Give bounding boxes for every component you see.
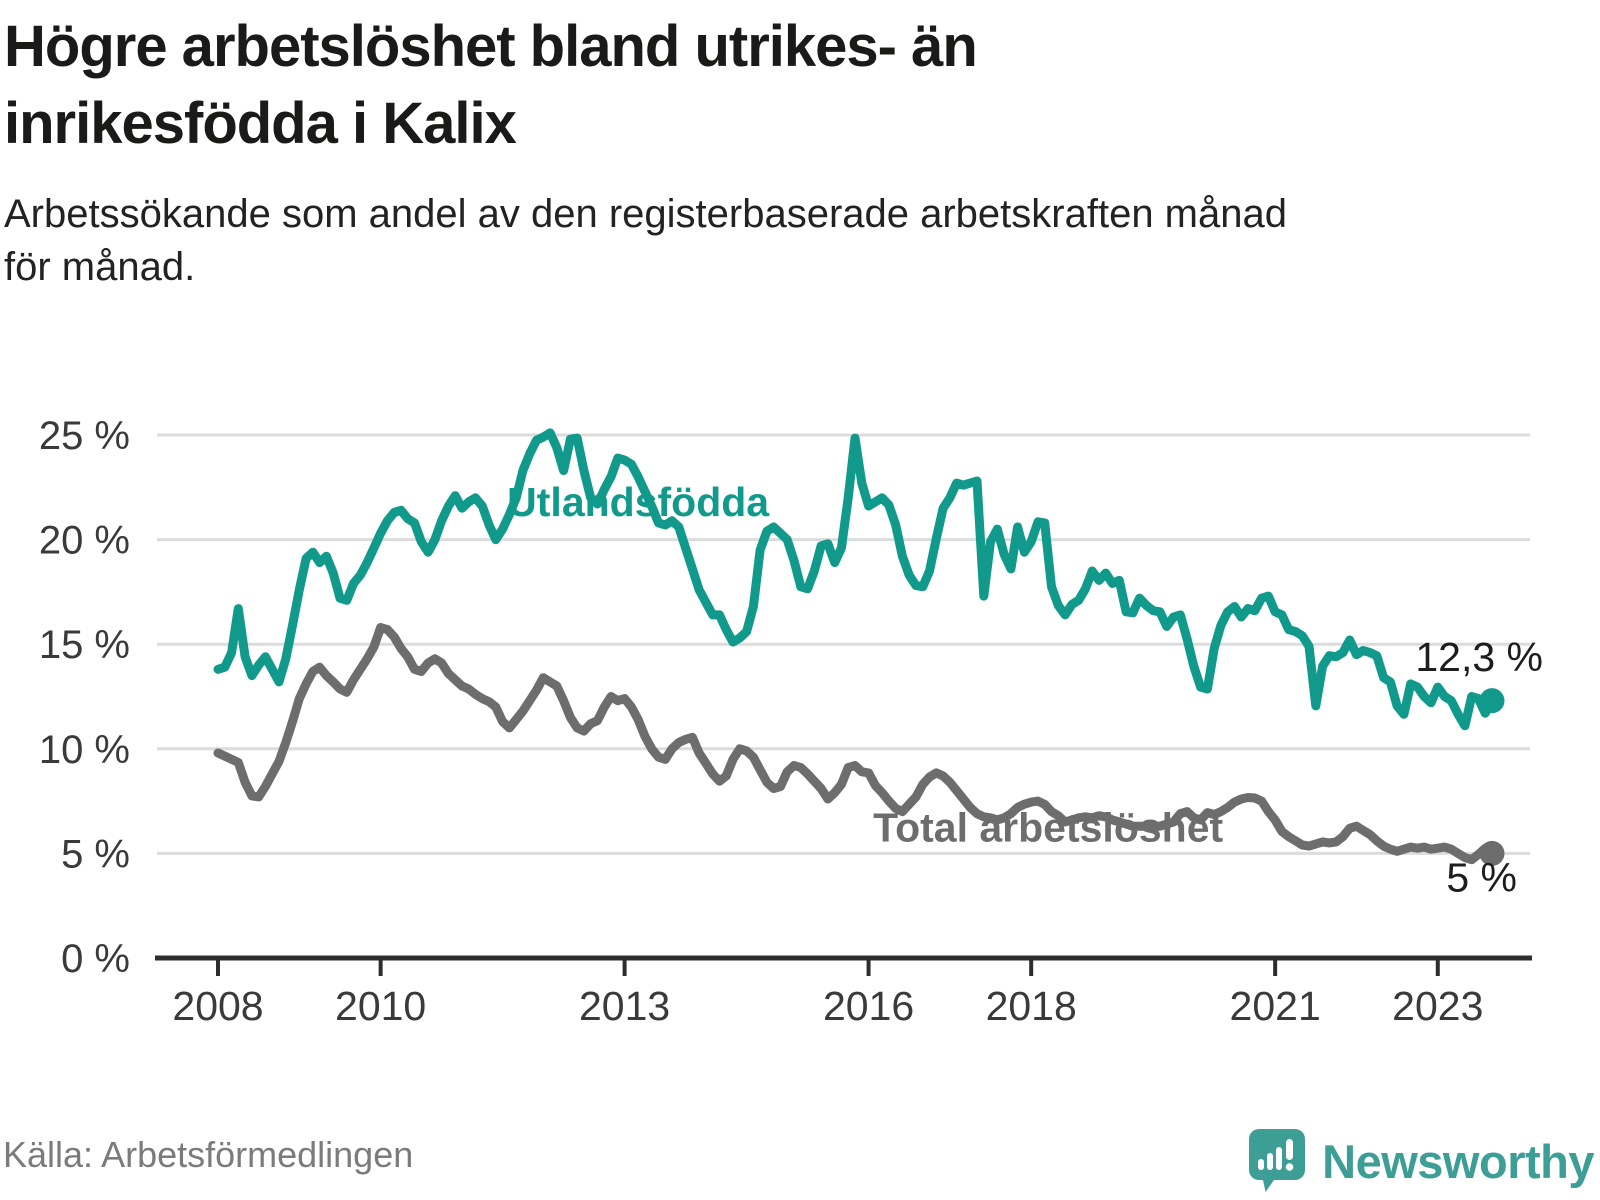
logo-text: Newsworthy	[1322, 1134, 1594, 1188]
x-axis-label: 2023	[1392, 983, 1483, 1029]
x-axis-label: 2016	[823, 983, 914, 1029]
logo-bar-3	[1276, 1147, 1283, 1170]
annotation-last-value-0: 12,3 %	[1415, 634, 1543, 680]
y-axis-label: 10 %	[39, 728, 130, 772]
x-axis-label: 2018	[986, 983, 1077, 1029]
y-axis-label: 0 %	[61, 937, 130, 981]
x-axis-label: 2008	[172, 983, 263, 1029]
series-label-total-arbetsl-shet: Total arbetslöshet	[873, 804, 1223, 850]
series-line-total-arbetsl-shet	[213, 623, 1497, 865]
newsworthy-logo: Newsworthy	[1248, 1128, 1594, 1194]
logo-bubble-icon	[1249, 1129, 1306, 1192]
x-axis-label: 2013	[579, 983, 670, 1029]
source-text: Källa: Arbetsförmedlingen	[3, 1134, 414, 1175]
subtitle-line-2: för månad.	[4, 244, 196, 289]
title-line-1: Högre arbetslöshet bland utrikes- än	[4, 14, 978, 79]
y-axis-label: 20 %	[39, 519, 130, 563]
end-dot-total-arbetsl-shet	[1479, 840, 1505, 866]
logo-bar-1	[1258, 1159, 1265, 1170]
annotation-last-value-1: 5 %	[1446, 854, 1517, 900]
y-axis-label: 25 %	[39, 414, 130, 458]
logo-exclamation-bar	[1286, 1139, 1294, 1160]
y-axis-label: 15 %	[39, 623, 130, 667]
x-axis-label: 2010	[335, 983, 426, 1029]
series-label-utlandsf-dda: Utlandsfödda	[507, 479, 770, 525]
chart-subtitle: Arbetssökande som andel av den registerb…	[4, 188, 1564, 294]
series-line-utlandsf-dda	[213, 428, 1497, 731]
title-line-2: inrikesfödda i Kalix	[4, 91, 517, 157]
x-axis-label: 2021	[1230, 983, 1321, 1029]
page-title: Högre arbetslöshet bland utrikes- än inri…	[4, 8, 1304, 162]
logo-exclamation-dot	[1285, 1163, 1294, 1171]
end-dot-utlandsf-dda	[1479, 688, 1505, 714]
subtitle-line-1: Arbetssökande som andel av den registerb…	[4, 192, 1287, 236]
logo-bar-2	[1267, 1153, 1274, 1170]
y-axis-label: 5 %	[61, 832, 130, 876]
